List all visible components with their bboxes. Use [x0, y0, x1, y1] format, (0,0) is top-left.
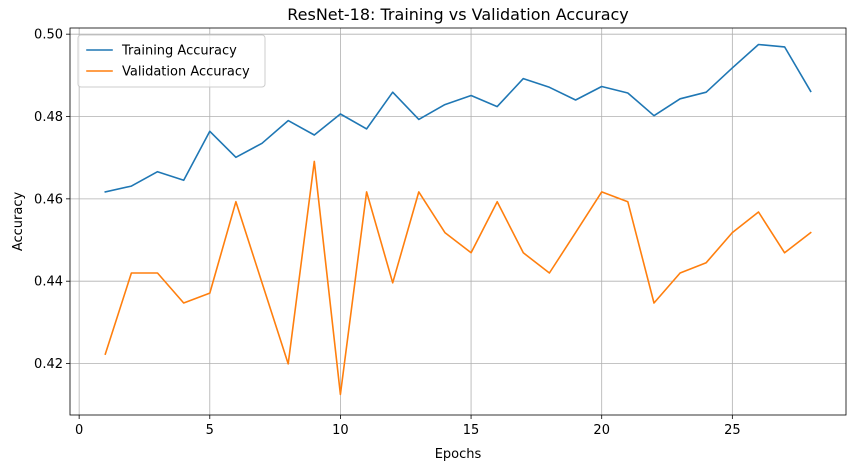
training-accuracy-line: [104, 43, 812, 193]
legend-label-validation: Validation Accuracy: [122, 65, 250, 80]
x-tick-label: 20: [593, 423, 610, 438]
chart-title: ResNet-18: Training vs Validation Accura…: [287, 5, 629, 24]
axes-frame: [69, 27, 847, 416]
legend: Training Accuracy Validation Accuracy: [77, 34, 266, 88]
x-tick-label: 5: [206, 423, 214, 438]
legend-label-training: Training Accuracy: [121, 44, 237, 59]
y-tick-label: 0.46: [34, 192, 63, 207]
y-tick-label: 0.44: [34, 275, 63, 290]
x-tick-label: 25: [724, 423, 741, 438]
axis-ticks: 0 5 10 15 20 25 0.42 0.44 0.46 0.48 0.50: [34, 28, 741, 438]
y-axis-title: Accuracy: [11, 192, 26, 252]
x-tick-label: 15: [463, 423, 480, 438]
y-tick-label: 0.48: [34, 110, 63, 125]
y-tick-label: 0.42: [34, 357, 63, 372]
x-axis-title: Epochs: [435, 447, 482, 462]
y-tick-label: 0.50: [34, 28, 63, 43]
x-tick-label: 10: [332, 423, 349, 438]
grid-lines: [70, 28, 846, 415]
x-tick-label: 0: [75, 423, 83, 438]
validation-accuracy-line: [104, 160, 812, 396]
plot-area: [104, 43, 812, 396]
legend-box: [77, 34, 266, 88]
